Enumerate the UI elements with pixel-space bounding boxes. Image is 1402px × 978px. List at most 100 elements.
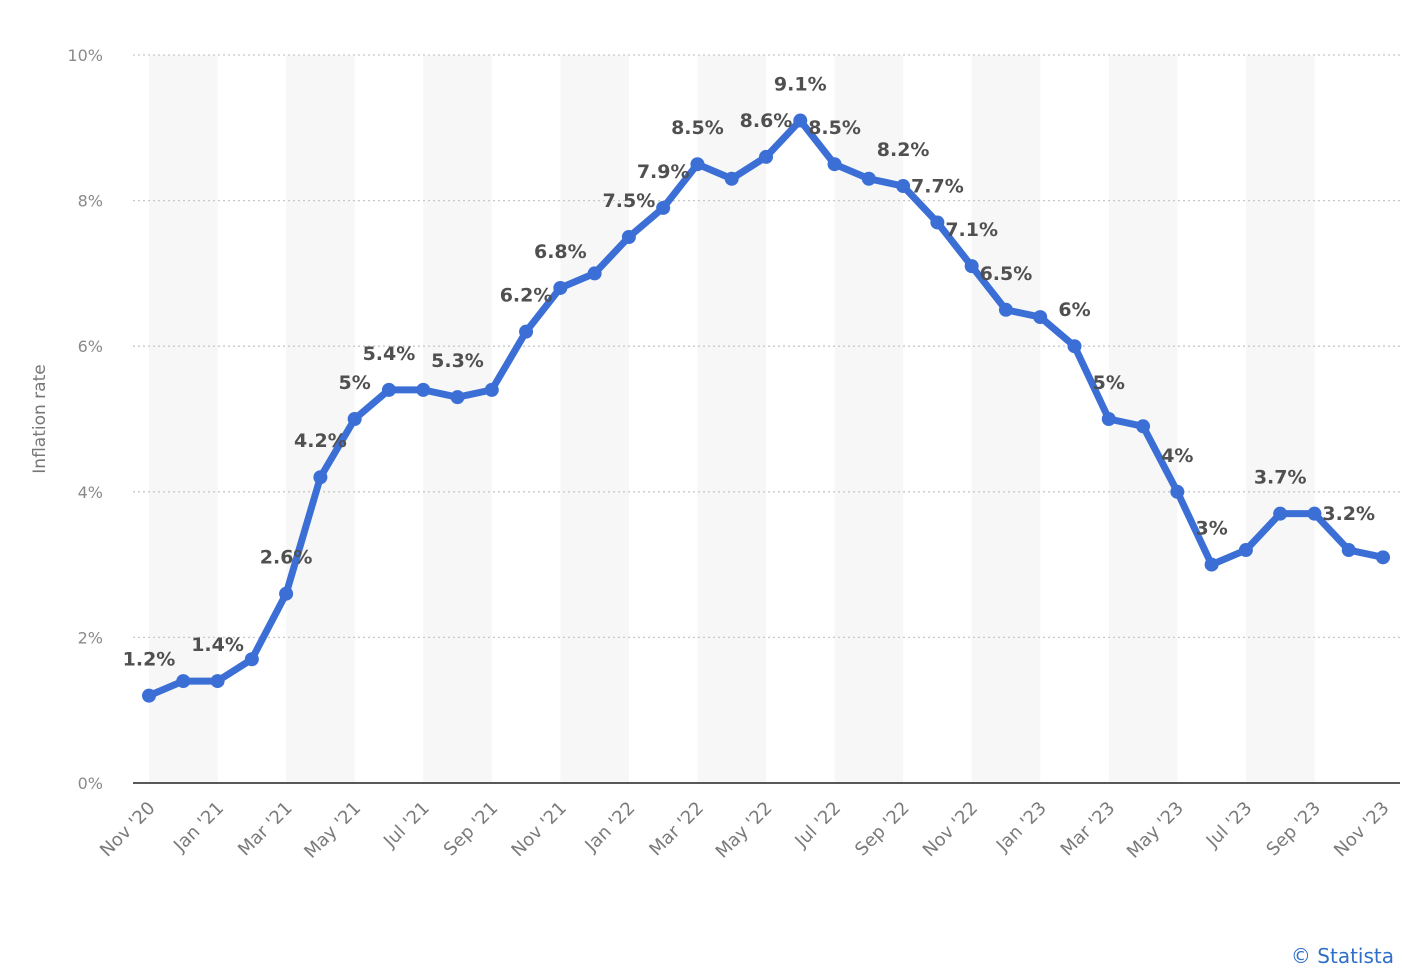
data-label: 6.8% — [534, 241, 587, 263]
x-tick-label: Jul '21 — [379, 798, 434, 853]
x-tick-label: Nov '22 — [919, 798, 982, 861]
y-tick-label: 2% — [78, 628, 103, 647]
x-tick-label: Sep '23 — [1262, 798, 1325, 861]
data-label: 5.3% — [431, 350, 484, 372]
data-point — [1376, 550, 1390, 565]
data-label: 9.1% — [774, 74, 827, 96]
series-inflation — [142, 113, 1390, 703]
background-band — [560, 55, 629, 783]
data-label: 8.2% — [877, 139, 930, 161]
data-label: 8.5% — [671, 117, 724, 139]
data-label: 7.7% — [911, 175, 964, 197]
data-label: 3.2% — [1322, 503, 1375, 525]
data-point — [519, 324, 534, 339]
data-label: 7.1% — [945, 219, 998, 241]
data-label: 3.7% — [1254, 467, 1307, 489]
x-tick-label: Jan '22 — [581, 798, 640, 857]
data-point — [1067, 339, 1082, 354]
data-point — [381, 382, 396, 397]
data-point — [656, 200, 671, 215]
data-label: 6.5% — [980, 263, 1033, 285]
data-point — [896, 179, 911, 194]
data-label: 8.5% — [808, 117, 861, 139]
data-point — [1136, 419, 1151, 434]
data-label: 4.2% — [294, 430, 347, 452]
data-label: 7.9% — [637, 161, 690, 183]
x-tick-label: Jul '22 — [790, 798, 845, 853]
data-point — [827, 157, 842, 172]
data-point — [244, 652, 259, 667]
x-tick-label: Sep '22 — [851, 798, 914, 861]
x-tick-label: Nov '21 — [507, 798, 570, 861]
data-point — [621, 230, 636, 244]
x-tick-label: May '21 — [300, 798, 365, 863]
x-tick-label: Jan '23 — [992, 798, 1051, 857]
data-label: 8.6% — [740, 110, 793, 132]
x-tick-label: Mar '22 — [645, 798, 708, 861]
x-tick-label: May '22 — [712, 798, 777, 863]
x-tick-label: Sep '21 — [440, 798, 503, 861]
y-axis-label: Inflation rate — [30, 364, 50, 473]
data-point — [587, 266, 602, 281]
data-label: 6% — [1058, 299, 1090, 321]
data-label: 1.2% — [123, 649, 176, 671]
data-point — [793, 113, 808, 128]
data-point — [176, 674, 191, 689]
data-point — [964, 259, 979, 274]
data-point — [1033, 310, 1048, 325]
data-point — [347, 412, 362, 426]
data-point — [1273, 506, 1288, 521]
x-tick-label: Mar '23 — [1057, 798, 1120, 861]
background-band — [149, 55, 218, 783]
data-point — [1238, 543, 1253, 558]
data-labels: 1.2% 1.4% 2.6% 4.2% 5% 5.4% 5.3% 6.2% 6.8% 7.5% 7.… — [123, 74, 1375, 671]
data-point — [1341, 543, 1356, 558]
data-point — [142, 688, 156, 703]
data-point — [1204, 557, 1219, 572]
data-label: 2.6% — [260, 547, 313, 569]
y-tick-label: 0% — [78, 774, 103, 793]
data-label: 5% — [1093, 372, 1125, 394]
y-tick-label: 6% — [78, 337, 103, 356]
data-point — [724, 171, 739, 186]
y-tick-label: 4% — [78, 483, 103, 502]
data-label: 5% — [339, 372, 371, 394]
y-tick-label: 8% — [78, 192, 103, 211]
data-point — [553, 280, 568, 295]
data-point — [279, 586, 294, 601]
data-point — [1170, 484, 1185, 499]
background-bands — [149, 55, 1315, 783]
data-label: 1.4% — [191, 634, 244, 656]
data-point — [1307, 506, 1322, 521]
background-band — [1245, 55, 1315, 783]
data-point — [998, 302, 1013, 317]
data-point — [484, 382, 499, 397]
statista-credit-link[interactable]: © Statista — [1290, 944, 1394, 968]
background-band — [286, 55, 355, 783]
data-point — [930, 215, 945, 230]
data-label: 5.4% — [363, 343, 416, 365]
data-label: 3% — [1195, 518, 1227, 540]
x-tick-label: Jul '23 — [1202, 798, 1257, 853]
data-point — [450, 390, 465, 405]
y-tick-label: 10% — [67, 46, 103, 65]
y-axis-ticks: 0% 2% 4% 6% 8% 10% — [67, 46, 103, 793]
x-tick-label: Nov '23 — [1330, 798, 1393, 861]
x-tick-label: Nov '20 — [96, 798, 159, 861]
background-band — [971, 55, 1041, 783]
data-label: 6.2% — [500, 285, 553, 307]
data-point — [861, 171, 876, 186]
data-label: 7.5% — [603, 190, 656, 212]
gridlines — [133, 54, 1400, 639]
data-point — [1101, 412, 1116, 426]
background-band — [834, 55, 904, 783]
x-tick-label: May '23 — [1123, 798, 1188, 863]
x-tick-label: Jan '21 — [169, 798, 228, 857]
data-point — [313, 470, 328, 485]
x-axis-ticks: Nov '20 Jan '21 Mar '21 May '21 Jul '21 Sep '… — [96, 798, 1393, 863]
data-point — [416, 382, 431, 397]
data-point — [690, 157, 705, 172]
x-tick-label: Mar '21 — [234, 798, 297, 861]
data-point — [210, 674, 225, 689]
